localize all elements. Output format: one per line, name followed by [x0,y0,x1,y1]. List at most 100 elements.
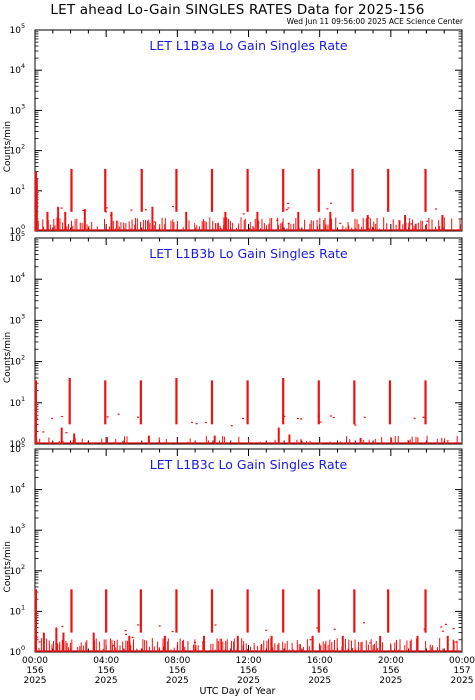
scatter-point [153,221,156,223]
scatter-point [105,207,108,209]
y-tick-label: 10 [10,440,22,450]
y-tick-label: 10 [10,607,22,617]
y-tick-label: 10 [10,26,22,36]
scatter-point [316,627,319,629]
panel-title: LET L1B3b Lo Gain Singles Rate [149,246,348,261]
scatter-point [36,636,39,638]
scatter-point [191,421,194,424]
scatter-point [300,418,303,420]
y-axis-label: Counts/min [3,541,13,592]
scatter-point [130,209,133,211]
y-tick-exponent: 2 [21,143,25,151]
scatter-point [296,417,299,420]
scatter-point [339,222,342,224]
x-tick-doy: 157 [453,666,470,676]
y-tick-exponent: 2 [21,354,25,362]
y-tick-exponent: 3 [21,522,25,530]
y-tick-exponent: 4 [21,482,25,490]
y-tick-label: 10 [10,648,22,658]
scatter-point [61,625,64,628]
scatter-point [326,208,329,210]
scatter-point [35,417,38,419]
scatter-point [144,209,147,211]
scatter-point [214,624,217,626]
scatter-point [82,209,85,211]
y-tick-label: 10 [10,445,22,455]
y-tick-exponent: 0 [21,644,25,652]
x-tick-time: 04:00 [93,656,119,666]
y-tick-label: 10 [10,106,22,116]
scatter-point [285,208,288,211]
y-tick-label: 10 [10,399,22,409]
scatter-point [363,416,366,418]
scatter-point [104,211,107,213]
y-tick-label: 10 [10,187,22,197]
scatter-point [112,644,115,646]
x-tick-time: 16:00 [307,656,333,666]
x-tick-year: 2025 [24,676,47,686]
scatter-point [265,629,268,631]
y-tick-label: 10 [10,486,22,496]
x-tick-doy: 156 [26,666,43,676]
scatter-point [287,222,290,224]
x-tick-time: 00:00 [449,656,475,666]
scatter-point [193,641,196,644]
y-axis-label: Counts/min [3,332,13,383]
scatter-point [60,415,63,418]
scatter-point [333,628,336,630]
y-tick-exponent: 5 [21,441,25,449]
scatter-point [158,625,161,627]
x-tick-year: 2025 [237,676,260,686]
scatter-point [413,417,416,419]
y-tick-exponent: 5 [21,22,25,30]
scatter-point [131,636,134,639]
scatter-point [455,641,458,643]
scatter-point [109,214,112,217]
scatter-point [423,628,426,630]
scatter-point [367,217,370,219]
x-tick-doy: 156 [311,666,328,676]
x-tick-time: 20:00 [378,656,404,666]
page-title: LET ahead Lo-Gain SINGLES RATES Data for… [50,2,425,18]
scatter-point [332,416,335,419]
scatter-point [124,630,127,632]
scatter-point [410,223,413,225]
y-tick-label: 10 [10,526,22,536]
y-tick-label: 10 [10,316,22,326]
y-tick-label: 10 [10,147,22,157]
scatter-point [441,630,444,632]
scatter-point [106,416,109,418]
x-tick-time: 08:00 [164,656,190,666]
scatter-point [362,622,365,624]
scatter-point [440,626,443,628]
x-tick-year: 2025 [166,676,189,686]
y-tick-exponent: 1 [21,183,25,191]
y-tick-exponent: 4 [21,271,25,279]
scatter-point [117,413,120,415]
scatter-point [283,415,286,418]
y-tick-exponent: 5 [21,230,25,238]
scatter-point [204,421,207,424]
scatter-point [137,624,140,626]
scatter-point [287,202,290,204]
scatter-point [60,207,63,209]
timestamp: Wed Jun 11 09:56:00 2025 ACE Science Cen… [286,17,463,26]
x-tick-doy: 156 [240,666,257,676]
scatter-point [422,416,425,418]
scatter-point [426,220,429,222]
scatter-point [51,417,54,420]
scatter-point [65,432,68,434]
y-tick-exponent: 0 [21,436,25,444]
scatter-point [354,424,357,426]
scatter-point [242,213,245,215]
x-tick-time: 12:00 [236,656,262,666]
y-tick-label: 10 [10,66,22,76]
y-axis-label: Counts/min [3,121,13,172]
y-tick-label: 10 [10,234,22,244]
panel-title: LET L1B3a Lo Gain Singles Rate [149,38,348,53]
series-1 [34,377,461,444]
y-tick-exponent: 3 [21,312,25,320]
y-tick-exponent: 0 [21,223,25,231]
scatter-point [42,431,45,433]
